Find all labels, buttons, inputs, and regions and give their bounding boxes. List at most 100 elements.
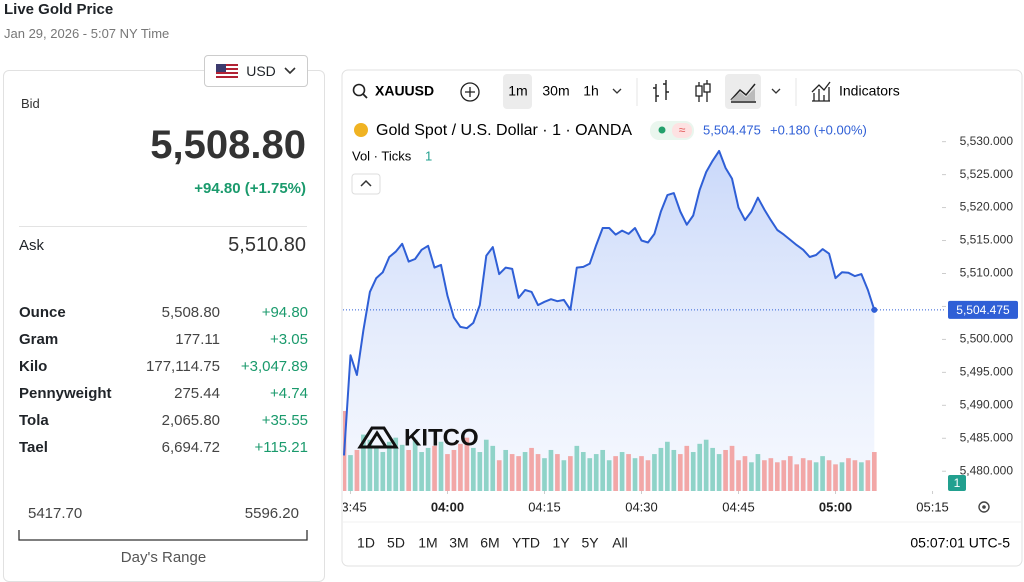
- volume-bar: [807, 460, 812, 491]
- volume-bar: [723, 449, 728, 491]
- unit-change: +3,047.89: [240, 358, 308, 375]
- unit-price: 177.11: [175, 331, 220, 348]
- volume-bar: [496, 460, 502, 491]
- unit-change: +94.80: [261, 304, 308, 321]
- volume-axis-label: 1: [954, 476, 961, 490]
- unit-name: Ounce: [19, 304, 66, 321]
- volume-bar: [606, 460, 612, 491]
- volume-bar: [483, 439, 489, 491]
- watermark: KITCO: [357, 424, 479, 451]
- legend-change: +0.180 (+0.00%): [770, 122, 867, 137]
- volume-bar: [833, 464, 838, 491]
- y-tick-label: 5,500.000: [960, 332, 1014, 346]
- volume-bar: [522, 452, 528, 491]
- page: Live Gold Price Jan 29, 2026 - 5:07 NY T…: [3, 1, 1023, 582]
- volume-bar: [568, 456, 573, 491]
- unit-name: Tola: [19, 412, 49, 429]
- volume-bar: [794, 464, 800, 491]
- range-button[interactable]: 6M: [480, 535, 499, 551]
- area-style[interactable]: [725, 74, 761, 109]
- y-tick-label: 5,530.000: [960, 134, 1014, 148]
- volume-bar: [600, 449, 606, 491]
- volume-bar: [839, 462, 845, 491]
- unit-price: 5,508.80: [161, 304, 220, 321]
- range-button[interactable]: 3M: [449, 535, 468, 551]
- candle-style[interactable]: [695, 85, 703, 97]
- range-button[interactable]: All: [612, 535, 628, 551]
- interval[interactable]: 1h: [583, 83, 599, 99]
- area-fill: [344, 150, 875, 491]
- volume-bar: [852, 460, 858, 491]
- currency: USD: [246, 63, 276, 79]
- range-button[interactable]: 1M: [418, 535, 437, 551]
- range-button[interactable]: 1Y: [552, 535, 570, 551]
- unit-change: +3.05: [270, 331, 308, 348]
- interval[interactable]: 30m: [542, 83, 569, 99]
- page-title: Live Gold Price: [4, 1, 114, 18]
- svg-text:≈: ≈: [679, 123, 686, 137]
- settings-icon[interactable]: [978, 501, 990, 513]
- volume-bar: [509, 454, 515, 491]
- y-tick-label: 5,525.000: [960, 167, 1014, 181]
- volume-bar: [445, 454, 450, 491]
- bar-style[interactable]: [653, 80, 669, 102]
- volume-bar: [406, 449, 412, 491]
- volume-bar: [490, 445, 496, 491]
- currency-select[interactable]: USD: [204, 55, 308, 87]
- volume-bar: [555, 454, 560, 491]
- volume-bar: [639, 456, 644, 491]
- volume-bar: [619, 452, 625, 491]
- volume-bar: [535, 454, 541, 491]
- volume-bar: [846, 458, 851, 491]
- bid-change: +94.80 (+1.75%): [194, 180, 306, 197]
- volume-bar: [865, 460, 871, 491]
- volume-bar: [580, 452, 586, 491]
- range-button[interactable]: YTD: [512, 535, 540, 551]
- volume-bar: [393, 437, 399, 491]
- x-tick-label: 05:00: [819, 499, 852, 514]
- volume-bar: [367, 439, 373, 491]
- volume-bar: [399, 444, 405, 491]
- collapse-button[interactable]: [351, 173, 381, 195]
- volume-title: Vol · Ticks: [352, 148, 412, 163]
- volume-bar: [348, 455, 353, 491]
- y-tick-label: 5,480.000: [960, 463, 1014, 477]
- y-tick-label: 5,515.000: [960, 233, 1014, 247]
- interval[interactable]: 1m: [508, 83, 527, 99]
- chevron: [284, 67, 296, 75]
- search-icon[interactable]: [352, 83, 366, 97]
- volume-bar: [665, 441, 670, 491]
- clock: 05:07:01 UTC-5: [910, 535, 1010, 551]
- volume-bar: [425, 447, 431, 491]
- separator: [19, 226, 307, 227]
- volume-bar: [820, 456, 825, 491]
- volume-bar: [451, 449, 457, 491]
- range-label: Day's Range: [120, 549, 207, 566]
- volume-bar: [690, 452, 696, 491]
- volume-bar: [684, 445, 690, 491]
- volume-bar: [458, 443, 463, 491]
- volume-title-value: 1: [425, 148, 432, 163]
- indicators[interactable]: Indicators: [839, 83, 900, 99]
- volume-bar: [645, 460, 651, 491]
- volume-bar: [419, 452, 424, 491]
- volume-bar: [781, 460, 787, 491]
- add-symbol[interactable]: [460, 82, 480, 102]
- volume-bar: [542, 458, 547, 491]
- volume-bar: [632, 458, 638, 491]
- unit-price: 275.44: [174, 385, 220, 402]
- interval-active[interactable]: [503, 74, 532, 109]
- range-button[interactable]: 1D: [357, 535, 375, 551]
- symbol[interactable]: XAUUSD: [375, 83, 434, 99]
- volume-bar: [768, 458, 774, 491]
- volume-bar: [800, 458, 806, 491]
- unit-change: +4.74: [270, 385, 308, 402]
- range-button[interactable]: 5Y: [581, 535, 599, 551]
- chart-title: Gold Spot / U.S. Dollar · 1 · OANDA: [376, 122, 632, 139]
- page-subtitle: Jan 29, 2026 - 5:07 NY Time: [4, 26, 170, 41]
- flag: [216, 64, 239, 78]
- range-button[interactable]: 5D: [387, 535, 405, 551]
- volume-bar: [671, 449, 677, 491]
- volume-bar: [471, 447, 476, 491]
- volume-bar: [762, 460, 767, 491]
